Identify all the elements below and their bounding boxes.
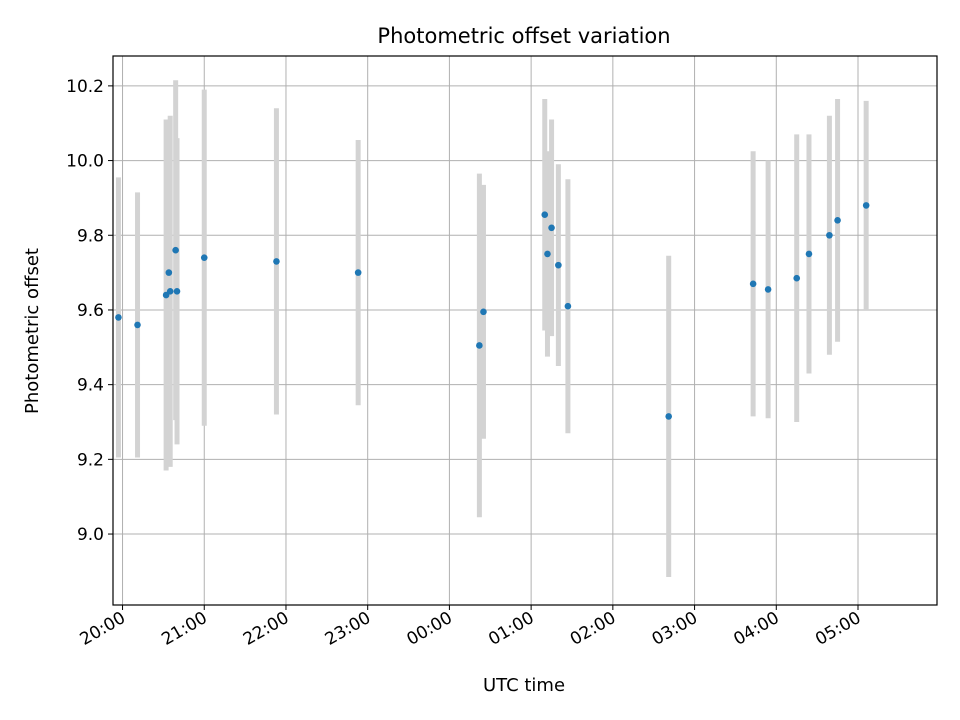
- data-point: [555, 261, 562, 269]
- x-tick-label: 05:00: [812, 608, 864, 650]
- x-axis-label: UTC time: [483, 675, 565, 696]
- data-point: [165, 269, 173, 276]
- data-point: [749, 280, 757, 288]
- error-bars: [115, 80, 869, 577]
- data-point: [862, 202, 870, 209]
- grid: [113, 56, 937, 605]
- data-point: [200, 254, 208, 261]
- data-point: [793, 274, 801, 282]
- data-point: [134, 321, 141, 329]
- data-point: [544, 250, 551, 258]
- data-point: [665, 413, 672, 420]
- data-point: [480, 308, 487, 316]
- data-point: [173, 287, 181, 295]
- plot-frame: [112, 55, 938, 606]
- data-point: [273, 258, 280, 265]
- data-points: [115, 202, 870, 420]
- y-tick-label: 9.2: [77, 450, 104, 470]
- y-tick-label: 9.0: [77, 525, 104, 545]
- data-point: [354, 269, 362, 276]
- x-tick-label: 22:00: [240, 608, 292, 650]
- data-point: [548, 224, 555, 232]
- data-point: [541, 211, 549, 219]
- chart-title: Photometric offset variation: [377, 24, 670, 48]
- data-point: [172, 246, 179, 254]
- x-tick-label: 00:00: [403, 608, 455, 650]
- y-tick-label: 10.0: [66, 152, 104, 172]
- data-point: [764, 286, 772, 293]
- y-tick-label: 9.8: [77, 226, 104, 246]
- y-tick-label: 10.2: [66, 77, 104, 97]
- y-axis-label: Photometric offset: [22, 248, 43, 414]
- data-point: [564, 302, 572, 310]
- x-axis-ticks: 20:00 21:00 22:00 23:00 00:00 01:00 02:00 03:00…: [77, 605, 865, 650]
- x-tick-label: 23:00: [322, 608, 374, 650]
- x-tick-label: 03:00: [649, 608, 701, 650]
- x-tick-label: 20:00: [77, 608, 129, 650]
- x-tick-label: 21:00: [158, 608, 210, 650]
- data-point: [166, 287, 174, 295]
- data-point: [805, 250, 813, 258]
- y-tick-label: 9.4: [77, 376, 104, 396]
- x-tick-label: 02:00: [567, 608, 619, 650]
- data-point: [826, 231, 833, 239]
- data-point: [834, 217, 841, 224]
- data-point: [115, 314, 122, 321]
- y-tick-label: 9.6: [77, 301, 104, 321]
- x-tick-label: 04:00: [730, 608, 782, 650]
- y-axis-ticks: 9.0 9.2 9.4 9.6 9.8 10.0 10.2: [66, 77, 113, 545]
- x-tick-label: 01:00: [485, 608, 537, 650]
- data-point: [476, 342, 483, 349]
